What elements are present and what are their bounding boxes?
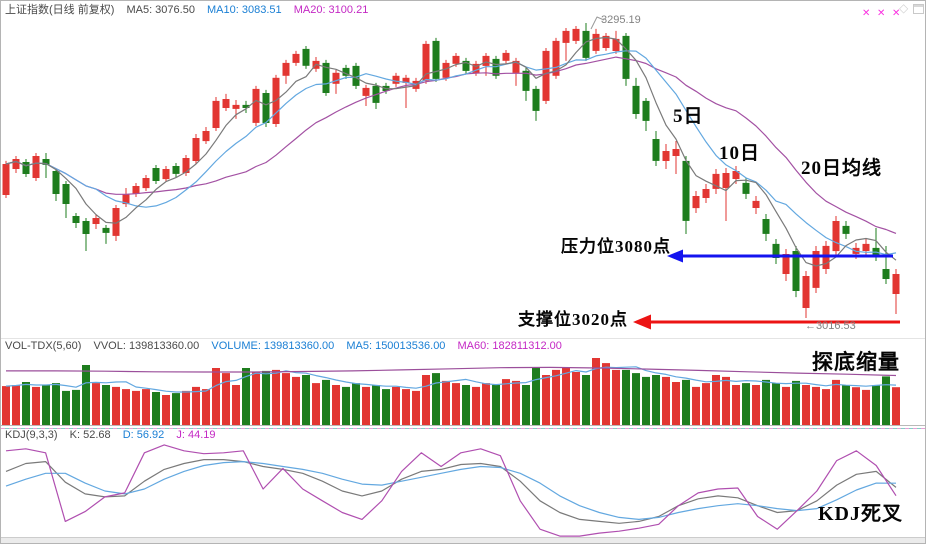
symbol-title: 上证指数(日线 前复权) — [5, 4, 115, 16]
sell-signal-x-icon: ✕ — [877, 8, 886, 19]
main-pane-header: 上证指数(日线 前复权) MA5: 3076.50 MA10: 3083.51 … — [5, 4, 377, 17]
volume-ma60-readout: MA60: 182811312.00 — [457, 340, 562, 352]
ma10-annotation: 10日 — [719, 143, 761, 164]
kdj-pane-header: KDJ(9,3,3) K: 52.68 D: 56.92 J: 44.19 — [5, 429, 224, 442]
volume-shrink-annotation: 探底缩量 — [812, 350, 900, 374]
ma10-readout: MA10: 3083.51 — [207, 4, 282, 16]
volume-readout: VOLUME: 139813360.00 — [211, 340, 335, 352]
sell-signal-x-icon: ✕ — [892, 8, 901, 19]
kdj-death-cross-annotation: KDJ死叉 — [818, 503, 903, 525]
ma20-readout: MA20: 3100.21 — [293, 4, 369, 16]
kdj-d-readout: D: 56.92 — [122, 429, 165, 441]
vvol-readout: VVOL: 139813360.00 — [93, 340, 200, 352]
diamond-icon[interactable]: ◇ — [899, 1, 909, 15]
volume-indicator-label: VOL-TDX(5,60) — [5, 340, 82, 352]
restore-window-icon[interactable] — [913, 4, 924, 14]
ma5-annotation: 5日 — [673, 106, 704, 127]
volume-pane-header: VOL-TDX(5,60) VVOL: 139813360.00 VOLUME:… — [5, 340, 571, 353]
resistance-annotation: 压力位3080点 — [561, 237, 671, 256]
window-bottom-edge — [1, 537, 925, 543]
ma5-readout: MA5: 3076.50 — [126, 4, 195, 16]
ma20-annotation: 20日均线 — [801, 158, 883, 179]
low-price-label: ←3016.53 — [805, 320, 856, 332]
volume-ma5-readout: MA5: 150013536.00 — [346, 340, 446, 352]
kdj-j-readout: J: 44.19 — [176, 429, 216, 441]
kdj-k-readout: K: 52.68 — [69, 429, 111, 441]
kdj-indicator-label: KDJ(9,3,3) — [5, 429, 58, 441]
support-annotation: 支撑位3020点 — [518, 310, 628, 329]
peak-price-label: 3295.19 — [601, 14, 641, 26]
sell-signal-x-icon: ✕ — [862, 8, 871, 19]
